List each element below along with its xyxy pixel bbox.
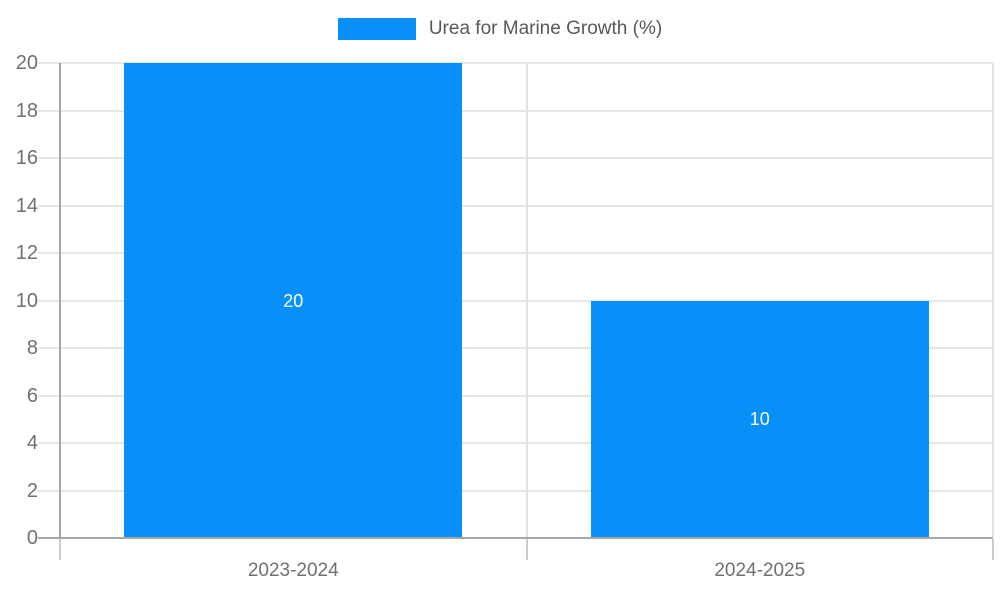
y-axis-tick-label: 0 — [26, 527, 38, 549]
y-axis-tick-label: 6 — [26, 384, 38, 407]
bar-value-label: 10 — [749, 409, 770, 430]
y-axis-tick-label: 2 — [26, 479, 38, 502]
y-axis-tick-label: 20 — [15, 52, 38, 74]
chart-legend[interactable]: Urea for Marine Growth (%) — [0, 18, 1000, 40]
x-axis-line — [38, 537, 993, 539]
bar[interactable] — [590, 300, 929, 538]
plot-right-border — [992, 63, 994, 538]
y-axis-tick-label: 4 — [26, 432, 38, 454]
plot-area: 20 10 — [60, 62, 994, 538]
x-axis-category-label: 2023-2024 — [247, 560, 339, 581]
x-axis-tick — [992, 539, 994, 560]
y-axis-tick-label: 8 — [26, 337, 38, 359]
bar-value-label: 20 — [283, 290, 304, 311]
y-axis-tick — [38, 442, 60, 444]
y-axis-tick — [38, 299, 60, 302]
y-axis-tick-label: 12 — [15, 242, 38, 264]
y-axis-tick — [38, 109, 60, 112]
y-axis-tick-label: 14 — [15, 194, 38, 217]
legend-swatch — [337, 18, 416, 40]
bar[interactable] — [124, 63, 463, 538]
y-axis-tick — [38, 252, 60, 254]
y-axis-tick — [38, 204, 60, 207]
x-axis-category-label: 2024-2025 — [714, 560, 806, 581]
y-axis-tick — [38, 62, 60, 64]
category-divider-line — [526, 63, 528, 538]
y-axis-tick-label: 16 — [15, 147, 38, 169]
y-axis-tick — [38, 489, 60, 492]
y-axis-tick-label: 10 — [15, 289, 38, 312]
y-axis-tick — [38, 157, 60, 159]
y-axis-tick — [38, 394, 60, 397]
y-axis-tick-label: 18 — [15, 99, 38, 122]
y-axis-line — [59, 63, 61, 538]
y-axis-tick — [38, 347, 60, 349]
legend-label: Urea for Marine Growth (%) — [428, 18, 663, 39]
x-axis-tick — [526, 539, 528, 560]
x-axis-tick — [59, 539, 61, 560]
